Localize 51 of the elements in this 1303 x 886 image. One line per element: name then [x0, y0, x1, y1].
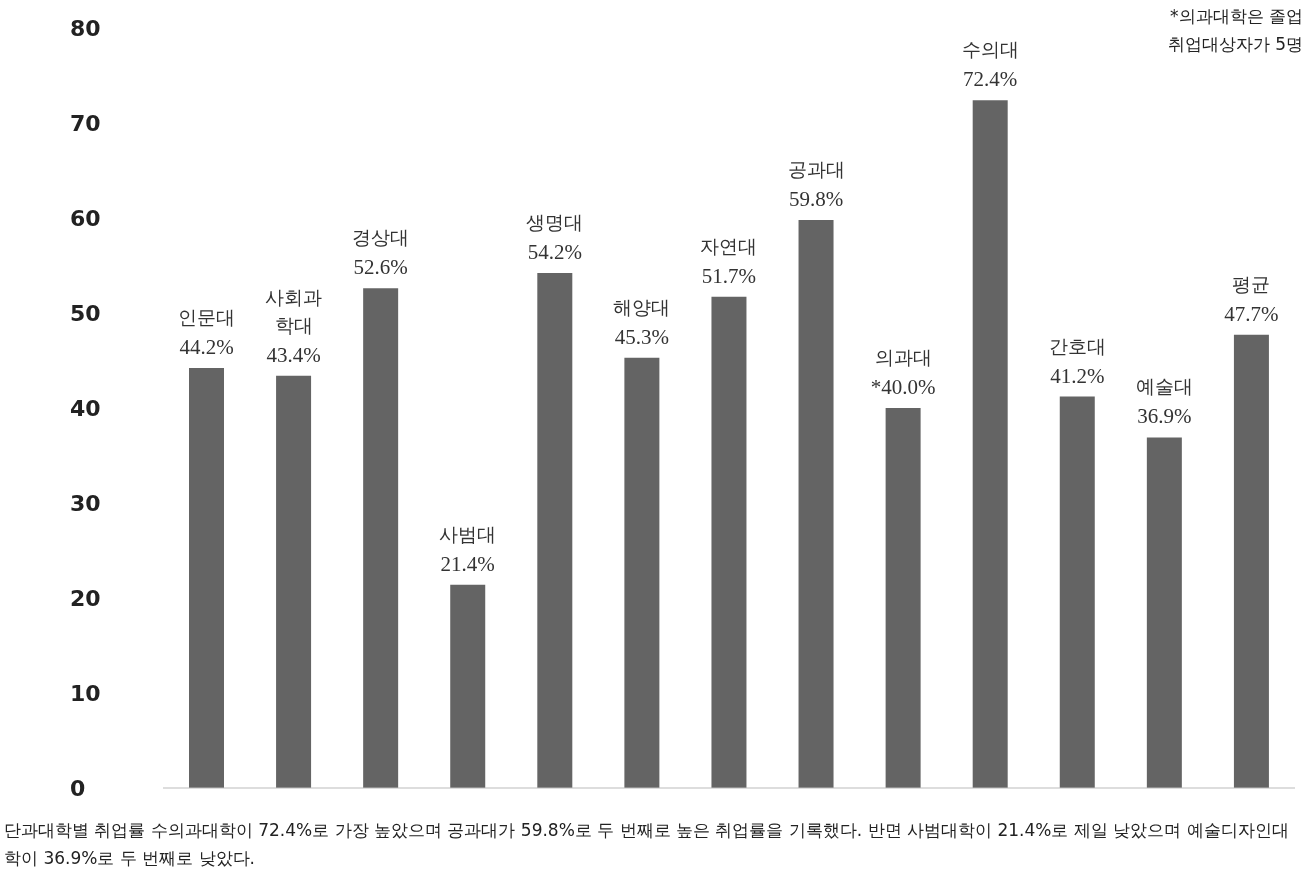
- bar: [711, 296, 747, 788]
- y-tick-label: 60: [70, 205, 101, 231]
- bar: [624, 357, 660, 788]
- data-label: 54.2%: [527, 240, 582, 265]
- y-tick-label: 0: [70, 775, 86, 801]
- x-tick-label: 수의대: [961, 38, 1019, 61]
- data-label: 21.4%: [440, 551, 495, 576]
- bar: [189, 368, 224, 788]
- x-tick-label: 자연대: [700, 234, 758, 257]
- x-tick-label: 간호대: [1048, 334, 1106, 357]
- bar: [363, 288, 399, 788]
- x-tick-label: 의과대: [874, 346, 932, 368]
- x-tick-label: 사회과학대: [265, 285, 323, 336]
- x-tick-label: 인문대: [178, 306, 235, 329]
- data-label: 45.3%: [614, 324, 670, 349]
- bar: [276, 375, 312, 788]
- x-tick-label: 예술대: [1135, 375, 1193, 398]
- bar: [1146, 437, 1182, 788]
- x-tick-label: 해양대: [613, 295, 671, 318]
- data-label: 51.7%: [701, 263, 757, 288]
- data-label: 43.4%: [266, 342, 321, 367]
- annotation: 취업대상자가 5명: [1167, 33, 1303, 56]
- x-tick-label: 평균: [1232, 272, 1271, 295]
- bar: [537, 273, 573, 788]
- data-label: *40.0%: [870, 375, 936, 399]
- bar: [1059, 396, 1095, 788]
- x-tick-label: 사범대: [439, 522, 497, 545]
- data-label: 41.2%: [1050, 363, 1105, 388]
- x-tick-label: 공과대: [787, 157, 845, 180]
- data-label: 36.9%: [1137, 404, 1192, 429]
- data-label: 44.2%: [179, 335, 234, 360]
- y-tick-label: 70: [70, 110, 101, 136]
- x-tick-label: 생명대: [526, 211, 584, 234]
- y-tick-label: 20: [70, 585, 101, 611]
- bar: [798, 219, 834, 788]
- text: *의과대학은 졸업: [1169, 5, 1303, 28]
- bar: [885, 408, 921, 788]
- y-tick-label: 80: [70, 15, 101, 41]
- y-tick-label: 10: [70, 680, 101, 706]
- data-label: 59.8%: [788, 186, 844, 211]
- bar: [450, 584, 486, 788]
- x-tick-label: 경상대: [352, 226, 410, 249]
- bar: [1233, 334, 1269, 788]
- y-tick-label: 50: [70, 300, 101, 326]
- bar: [972, 100, 1008, 788]
- data-label: 72.4%: [963, 67, 1018, 92]
- y-tick-label: 40: [70, 395, 101, 421]
- data-label: 52.6%: [353, 255, 408, 280]
- data-label: 47.7%: [1224, 301, 1279, 326]
- y-tick-label: 30: [70, 490, 101, 516]
- text: 단과대학별 취업률 수의과대학이 72.4%로 가장 높았으며 공과대가 59.8%로 두 번째로 높은 취업률을 기록했다. 반면 사범대학이 21.4%로 제일 낮았으며 예술디자인대학이 36.9%로 두 번째로 낮았다.: [4, 819, 1290, 870]
